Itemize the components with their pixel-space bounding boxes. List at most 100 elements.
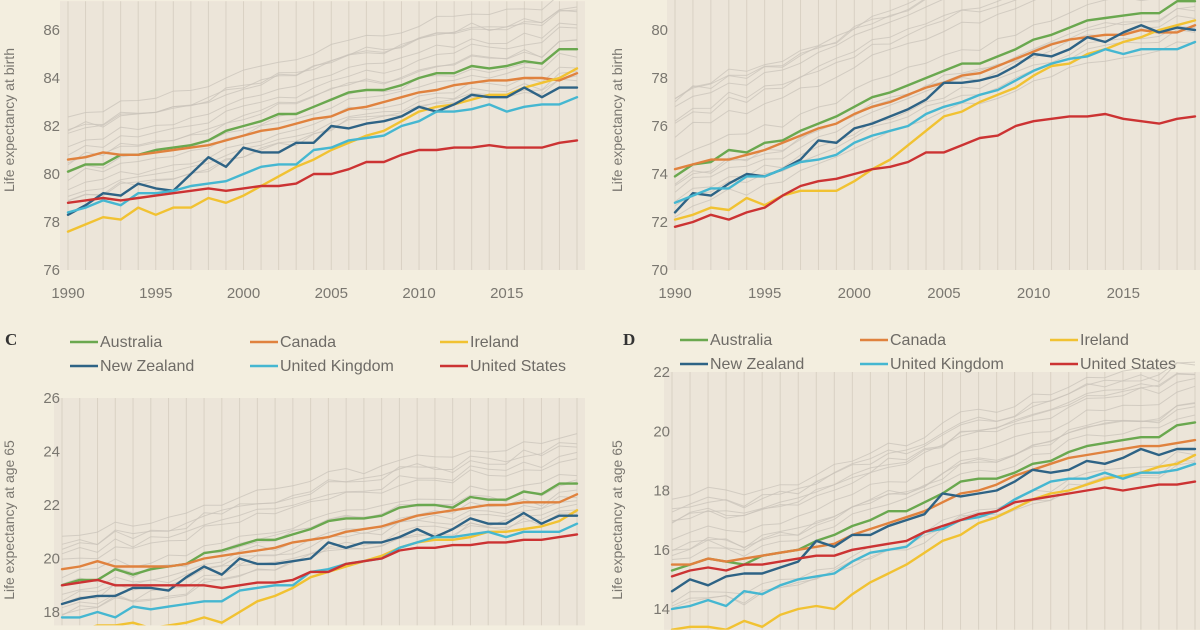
comparison-country-line	[61, 458, 578, 560]
comparison-country-line	[674, 0, 917, 100]
comparison-country-line	[671, 373, 1196, 523]
comparison-country-line	[61, 445, 578, 550]
x-tick-label: 2015	[490, 285, 523, 302]
comparison-country-line	[67, 52, 578, 181]
y-tick-label: 82	[43, 118, 60, 135]
comparison-country-line	[61, 433, 578, 537]
y-tick-label: 14	[653, 601, 670, 618]
series-line-united-states	[670, 480, 1197, 578]
vertical-gridlines	[61, 398, 578, 626]
y-axis-title: Life expectancy at age 65	[609, 440, 625, 600]
y-tick-label: 84	[43, 70, 60, 87]
comparison-country-line	[674, 0, 1003, 122]
x-tick-label: 2015	[1107, 285, 1140, 302]
legend-item-australia: Australia	[680, 332, 772, 349]
y-tick-label: 16	[653, 542, 670, 559]
y-tick-label: 20	[43, 551, 60, 568]
comparison-country-line	[61, 512, 578, 615]
x-tick-label: 2000	[227, 285, 260, 302]
comparison-country-line	[671, 362, 1196, 513]
series-line-new-zealand	[670, 447, 1197, 593]
panel-letter: C	[5, 330, 17, 349]
series-line-united-states	[673, 112, 1197, 229]
y-tick-label: 76	[43, 262, 60, 279]
panel-d-life-expectancy-65-male: 14 16 18 20 22 Life expectancy at age 65 D Aust…	[609, 330, 1200, 630]
legend-item-ireland: Ireland	[1050, 332, 1129, 349]
series-line-canada	[670, 438, 1197, 566]
comparison-country-line	[67, 71, 578, 197]
x-tick-label: 2010	[1017, 285, 1050, 302]
legend-label: Australia	[100, 334, 162, 351]
x-tick-label: 1995	[748, 285, 781, 302]
comparison-country-line	[67, 26, 578, 156]
x-tick-label: 1995	[139, 285, 172, 302]
series-line-canada	[66, 71, 579, 161]
y-tick-label: 22	[653, 364, 670, 381]
y-tick-label: 86	[43, 22, 60, 39]
comparison-country-line	[67, 9, 578, 132]
series-line-new-zealand	[60, 511, 579, 606]
legend-item-new-zealand: New Zealand	[70, 358, 194, 375]
comparison-country-line	[671, 414, 1196, 560]
comparison-country-line	[67, 66, 578, 191]
y-tick-label: 20	[653, 423, 670, 440]
comparison-country-line	[67, 39, 578, 166]
series-line-ireland	[670, 453, 1197, 630]
x-tick-label: 2000	[838, 285, 871, 302]
y-tick-label: 72	[651, 214, 668, 231]
plot-area	[667, 0, 1200, 270]
y-tick-label: 24	[43, 444, 60, 461]
comparison-country-line	[671, 372, 1196, 524]
panel-a-life-expectancy-birth-female: 76 78 80 82 84 86 1990 1995 2000 2005 2010 2015 Life…	[1, 0, 585, 302]
series-line-new-zealand	[66, 86, 579, 217]
legend-label: United Kingdom	[280, 358, 394, 375]
comparison-country-line	[671, 402, 1196, 552]
y-axis-title: Life expectancy at age 65	[1, 440, 17, 600]
legend-item-united-states: United States	[1050, 356, 1176, 373]
legend-label: Canada	[890, 332, 946, 349]
panel-c-life-expectancy-65-female: 18 20 22 24 26 Life expectancy at age 65 C Aust…	[1, 330, 585, 626]
y-tick-label: 80	[651, 22, 668, 39]
y-tick-label: 18	[653, 483, 670, 500]
x-tick-label: 1990	[658, 285, 691, 302]
legend-item-ireland: Ireland	[440, 334, 519, 351]
series-line-united-kingdom	[60, 522, 579, 619]
comparison-country-line	[671, 361, 1196, 510]
series-line-united-states	[60, 533, 579, 590]
series-line-united-kingdom	[673, 40, 1197, 205]
series-line-australia	[66, 48, 579, 173]
comparison-country-line	[674, 0, 924, 100]
legend-label: New Zealand	[100, 358, 194, 375]
y-tick-label: 18	[43, 604, 60, 621]
comparison-country-line	[671, 402, 1196, 557]
y-tick-label: 78	[43, 214, 60, 231]
plot-area	[54, 398, 585, 626]
x-tick-label: 2010	[402, 285, 435, 302]
comparison-country-line	[674, 41, 1196, 218]
y-axis-ticks: 18 20 22 24 26	[43, 390, 60, 621]
highlighted-series	[60, 482, 579, 626]
x-axis-ticks: 1990 1995 2000 2005 2010 2015	[51, 285, 523, 302]
legend-label: United States	[470, 358, 566, 375]
y-tick-label: 26	[43, 390, 60, 407]
comparison-country-line	[67, 22, 578, 148]
y-tick-label: 22	[43, 497, 60, 514]
legend-label: Ireland	[470, 334, 519, 351]
legend-label: New Zealand	[710, 356, 804, 373]
vertical-gridlines	[671, 372, 1196, 630]
highlighted-series	[66, 48, 579, 233]
y-axis-ticks: 14 16 18 20 22	[653, 364, 670, 618]
comparison-country-line	[67, 0, 555, 118]
legend-item-new-zealand: New Zealand	[680, 356, 804, 373]
y-tick-label: 74	[651, 166, 668, 183]
comparison-country-line	[674, 0, 1017, 124]
legend-item-united-states: United States	[440, 358, 566, 375]
comparison-country-line	[674, 0, 1150, 160]
panel-b-life-expectancy-birth-male: 70 72 74 76 78 80 1990 1995 2000 2005 2010 2015 Life…	[609, 0, 1200, 302]
series-line-canada	[60, 493, 579, 571]
comparison-country-line	[674, 7, 1196, 185]
x-axis-ticks: 1990 1995 2000 2005 2010 2015	[658, 285, 1140, 302]
series-line-united-kingdom	[670, 462, 1197, 611]
comparison-countries	[671, 360, 1196, 609]
comparison-country-line	[674, 0, 926, 103]
